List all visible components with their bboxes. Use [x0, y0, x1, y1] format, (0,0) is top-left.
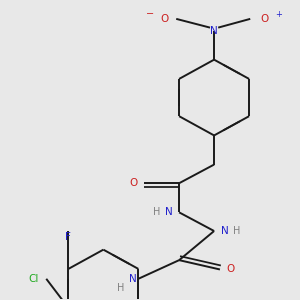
Text: N: N — [221, 226, 229, 236]
Text: F: F — [65, 232, 71, 242]
Text: +: + — [275, 10, 282, 19]
Text: N: N — [129, 274, 136, 284]
Text: H: H — [117, 283, 124, 292]
Text: N: N — [165, 207, 172, 218]
Text: O: O — [160, 14, 169, 24]
Text: N: N — [210, 26, 218, 35]
Text: O: O — [226, 265, 235, 275]
Text: H: H — [153, 207, 161, 218]
Text: Cl: Cl — [28, 274, 39, 284]
Text: O: O — [261, 14, 269, 24]
Text: O: O — [130, 178, 138, 188]
Text: H: H — [232, 226, 240, 236]
Text: −: − — [146, 9, 154, 19]
